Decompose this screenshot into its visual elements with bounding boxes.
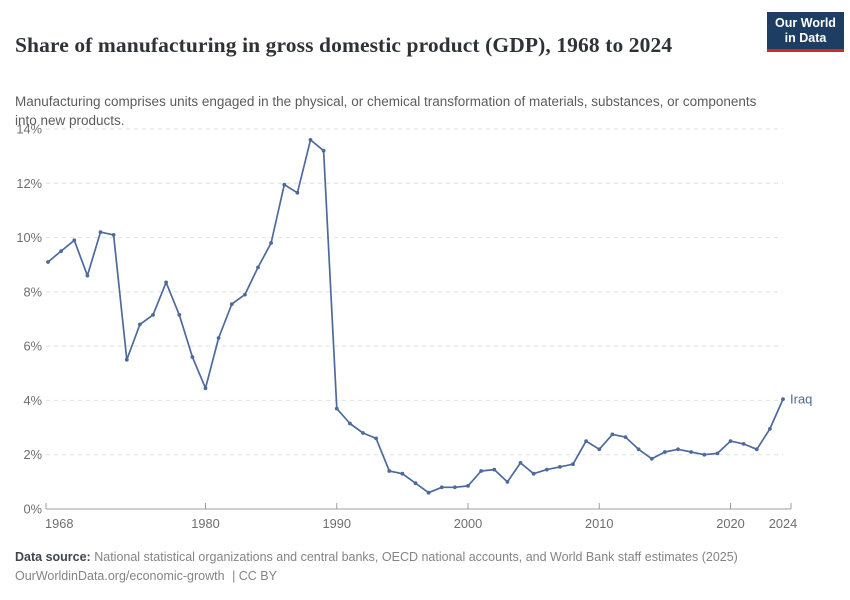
owid-url-link[interactable]: OurWorldinData.org/economic-growth	[15, 569, 225, 583]
data-point-iraq-1973[interactable]	[111, 233, 116, 237]
data-point-iraq-1981[interactable]	[216, 336, 221, 340]
x-axis-tick-label-1968: 1968	[45, 516, 73, 531]
data-point-iraq-2022[interactable]	[754, 447, 759, 452]
data-point-iraq-2003[interactable]	[505, 480, 510, 484]
data-point-iraq-2016[interactable]	[676, 447, 680, 452]
data-point-iraq-1997[interactable]	[426, 490, 431, 495]
data-point-iraq-2021[interactable]	[741, 442, 746, 446]
owid-logo-text-line2: in Data	[784, 30, 827, 45]
data-point-iraq-1972[interactable]	[98, 230, 103, 235]
data-point-iraq-1975[interactable]	[138, 322, 142, 327]
data-point-iraq-2004[interactable]	[518, 461, 523, 465]
data-point-iraq-1999[interactable]	[453, 485, 457, 490]
data-point-iraq-1976[interactable]	[151, 313, 155, 317]
data-point-iraq-1991[interactable]	[348, 421, 352, 426]
data-point-iraq-1988[interactable]	[308, 138, 313, 142]
data-point-iraq-2017[interactable]	[689, 450, 693, 454]
data-point-iraq-1979[interactable]	[190, 355, 195, 359]
data-point-iraq-1968[interactable]	[46, 260, 50, 264]
y-axis-tick-label: 12%	[16, 176, 42, 191]
y-axis-tick-label: 4%	[24, 393, 43, 408]
data-point-iraq-1996[interactable]	[413, 481, 418, 486]
data-point-iraq-2007[interactable]	[558, 465, 562, 469]
data-point-iraq-2015[interactable]	[663, 450, 667, 454]
data-point-iraq-1969[interactable]	[59, 249, 63, 254]
x-axis-tick-label-2010: 2010	[585, 516, 613, 531]
x-axis-tick-label-1980: 1980	[191, 516, 219, 531]
data-point-iraq-2010[interactable]	[597, 447, 602, 452]
x-axis-tick-label-2020: 2020	[716, 516, 744, 531]
y-axis-tick-label: 8%	[24, 284, 43, 299]
license-line: OurWorldinData.org/economic-growth | CC …	[15, 567, 738, 586]
data-point-iraq-1992[interactable]	[361, 431, 365, 435]
x-axis-tick-label-2024: 2024	[769, 516, 797, 531]
data-point-iraq-2009[interactable]	[584, 439, 588, 443]
series-line-iraq[interactable]	[47, 139, 784, 494]
y-axis-tick-label: 0%	[24, 502, 43, 517]
data-point-iraq-2024[interactable]	[781, 397, 785, 401]
data-point-iraq-1971[interactable]	[85, 273, 90, 278]
data-point-iraq-2012[interactable]	[623, 435, 628, 439]
x-axis-tick-label-1990: 1990	[323, 516, 351, 531]
chart-footer: Data source: National statistical organi…	[15, 548, 738, 586]
y-axis-tick-label: 14%	[16, 122, 42, 137]
data-point-iraq-1998[interactable]	[439, 485, 444, 490]
data-point-iraq-1994[interactable]	[387, 469, 392, 473]
y-axis-tick-label: 2%	[24, 447, 43, 462]
data-point-iraq-2000[interactable]	[466, 484, 470, 488]
data-point-iraq-1990[interactable]	[334, 406, 339, 411]
data-point-iraq-1989[interactable]	[321, 148, 326, 153]
data-point-iraq-2020[interactable]	[728, 439, 733, 443]
series-label-iraq[interactable]: Iraq	[790, 392, 812, 407]
data-point-iraq-2005[interactable]	[531, 471, 536, 476]
data-point-iraq-2002[interactable]	[492, 467, 497, 472]
license-text: | CC BY	[232, 569, 277, 583]
data-point-iraq-2014[interactable]	[649, 456, 654, 461]
owid-logo-text-line1: Our World	[775, 16, 836, 30]
data-point-iraq-1986[interactable]	[282, 182, 287, 187]
data-point-iraq-2018[interactable]	[702, 452, 707, 457]
data-point-iraq-1980[interactable]	[203, 386, 208, 391]
data-point-iraq-1982[interactable]	[229, 302, 234, 306]
data-point-iraq-1978[interactable]	[177, 313, 182, 317]
data-source-label: Data source:	[15, 550, 91, 564]
data-point-iraq-1984[interactable]	[256, 265, 260, 270]
y-axis-tick-label: 6%	[24, 339, 43, 354]
data-source-text: National statistical organizations and c…	[94, 550, 738, 564]
data-point-iraq-2013[interactable]	[636, 447, 641, 452]
data-point-iraq-1977[interactable]	[164, 280, 169, 285]
chart-title: Share of manufacturing in gross domestic…	[15, 33, 673, 58]
x-axis-tick-label-2000: 2000	[454, 516, 482, 531]
owid-logo[interactable]: Our World in Data	[767, 12, 844, 52]
chart-subtitle: Manufacturing comprises units engaged in…	[15, 93, 757, 128]
data-point-iraq-1970[interactable]	[72, 238, 77, 243]
data-point-iraq-2008[interactable]	[571, 462, 575, 467]
data-point-iraq-2019[interactable]	[715, 451, 720, 456]
data-point-iraq-1985[interactable]	[269, 241, 273, 245]
y-axis-tick-label: 10%	[16, 230, 42, 245]
data-point-iraq-2011[interactable]	[610, 432, 615, 437]
data-point-iraq-1993[interactable]	[374, 436, 378, 441]
data-point-iraq-1995[interactable]	[400, 471, 405, 476]
data-point-iraq-2001[interactable]	[479, 469, 483, 473]
data-source-line: Data source: National statistical organi…	[15, 548, 738, 567]
data-point-iraq-1987[interactable]	[295, 190, 300, 195]
data-point-iraq-2006[interactable]	[544, 467, 549, 472]
data-point-iraq-1974[interactable]	[124, 357, 129, 362]
data-point-iraq-2023[interactable]	[768, 427, 772, 431]
data-point-iraq-1983[interactable]	[243, 292, 247, 297]
